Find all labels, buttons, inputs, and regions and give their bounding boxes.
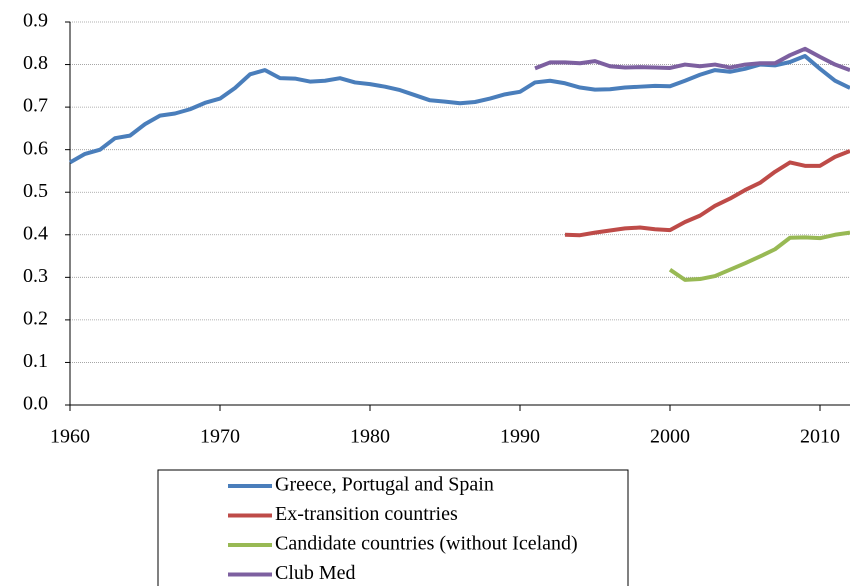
legend-box [157,469,629,586]
legend-label: Greece, Portugal and Spain [275,474,494,496]
legend-label: Ex-transition countries [275,503,458,525]
y-tick-label: 0.8 [23,52,48,74]
x-tick-label: 1970 [200,426,240,448]
series-line [564,149,850,238]
y-tick-label: 0.9 [23,10,48,32]
x-tick-label: 2010 [800,426,840,448]
y-tick-label: 0.2 [23,307,48,329]
y-tick-label: 0.3 [23,265,48,287]
x-tick-label: 2000 [650,426,690,448]
y-tick-label: 0.6 [23,137,48,159]
y-tick-label: 0.4 [23,222,48,244]
series-line [69,54,850,165]
x-tick-label: 1990 [500,426,540,448]
y-tick-label: 0.1 [23,350,48,372]
y-tick-label: 0.0 [23,393,48,415]
x-tick-label: 1980 [350,426,390,448]
legend-label: Club Med [275,562,356,584]
legend-label: Candidate countries (without Iceland) [275,533,578,555]
x-tick-label: 1960 [50,426,90,448]
series-line [668,230,850,282]
y-tick-label: 0.5 [23,180,48,202]
series-line [534,46,850,72]
y-tick-label: 0.7 [23,95,48,117]
